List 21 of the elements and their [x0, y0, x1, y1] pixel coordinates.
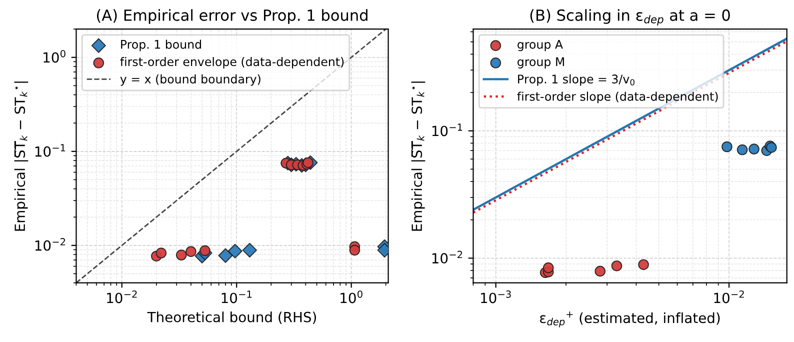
y-tick-label: 10$^{−1}$ [35, 144, 66, 157]
x-tick-label: 10$^{−2}$ [714, 290, 744, 304]
chart-title: (A) Empirical error vs Prop. 1 bound [97, 9, 368, 24]
legend-label: first-order envelope (data-dependent) [120, 57, 344, 68]
y-tick-label: 10$^{0}$ [44, 50, 66, 63]
x-tick-label: 10$^{0}$ [340, 290, 362, 304]
y-axis-title: Empirical |S̅T̅$_{k}$ − ST$_{k}$$^{⋆}$| [14, 82, 28, 231]
legend-label: Prop. 1 bound [121, 40, 201, 52]
legend-label: first-order slope (data-dependent) [517, 92, 718, 104]
y-tick-label: 10$^{−2}$ [35, 238, 66, 251]
y-axis-title: Empirical |S̅T̅$_{k}$ − ST$_{k}$$^{⋆}$| [411, 82, 426, 231]
x-axis-title: ε$_{dep}$$^{+}$ (estimated, inflated) [540, 312, 720, 328]
x-tick-label: 10$^{−1}$ [222, 290, 252, 304]
legend-label: Prop. 1 slope = 3/v$_{0}$ [518, 74, 634, 86]
x-tick-label: 10$^{−2}$ [107, 290, 137, 304]
chart-title: (B) Scaling in ε$_{dep}$ at a = 0 [530, 9, 730, 26]
legend-label: y = x (bound boundary) [120, 74, 260, 86]
legend-label: group M [518, 57, 564, 68]
legend-label: group A [518, 40, 563, 52]
x-axis-title: Theoretical bound (RHS) [147, 312, 316, 324]
x-tick-label: 10$^{−3}$ [481, 290, 511, 304]
